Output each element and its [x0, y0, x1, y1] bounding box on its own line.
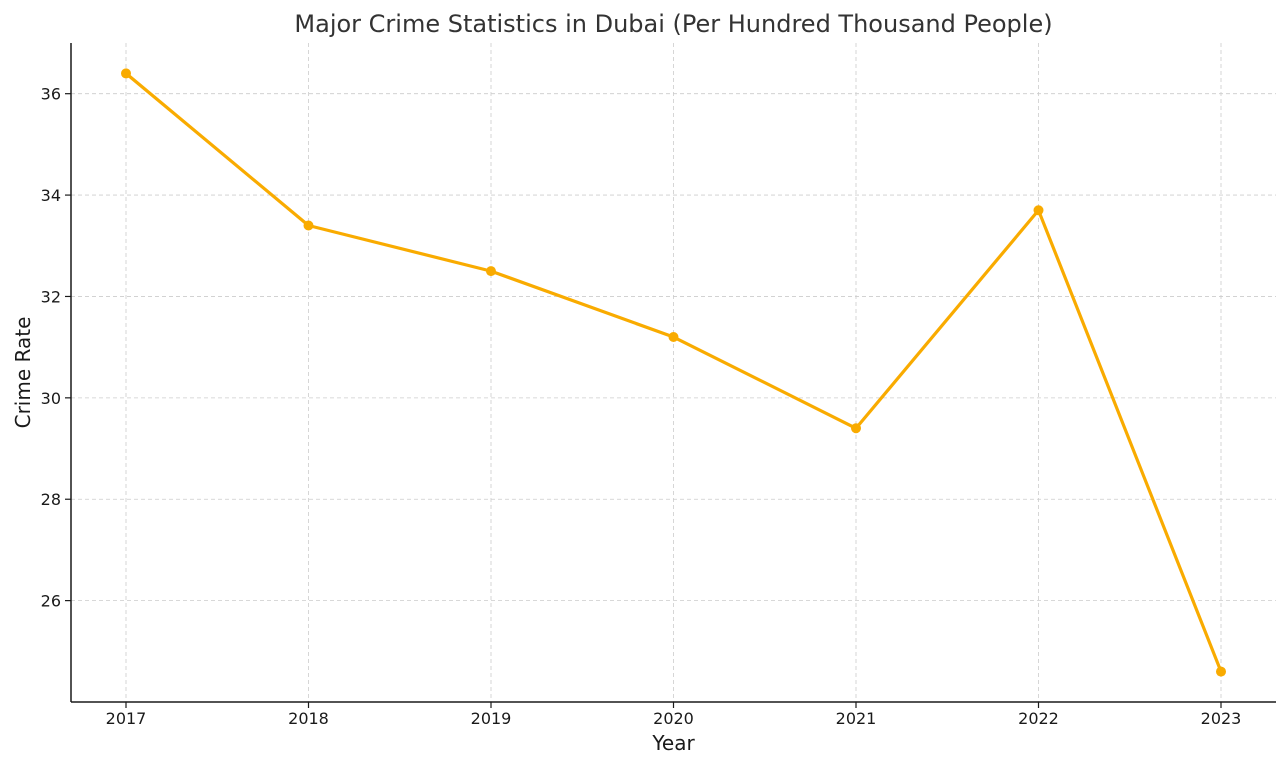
- data-point-marker: [1033, 205, 1044, 216]
- data-point-marker: [668, 332, 679, 343]
- y-axis-ticks: 26 28 30 32 34 36: [41, 85, 71, 611]
- x-axis-label: Year: [651, 731, 695, 755]
- y-tick-label: 32: [41, 287, 61, 306]
- data-point-marker: [1216, 666, 1226, 677]
- y-tick-label: 30: [41, 389, 61, 408]
- x-tick-label: 2020: [653, 709, 694, 728]
- chart-title: Major Crime Statistics in Dubai (Per Hun…: [294, 10, 1052, 38]
- y-tick-label: 28: [41, 490, 61, 509]
- y-axis-label: Crime Rate: [11, 317, 35, 429]
- x-axis-ticks: 2017 2018 2019 2020 2021 2022 2023: [106, 702, 1242, 728]
- data-point-marker: [486, 266, 496, 277]
- x-tick-label: 2018: [288, 709, 329, 728]
- y-tick-label: 36: [41, 85, 61, 104]
- x-tick-label: 2017: [106, 709, 147, 728]
- data-point-marker: [303, 220, 314, 231]
- y-tick-label: 26: [41, 592, 61, 611]
- series-group: [121, 68, 1226, 677]
- x-tick-label: 2023: [1201, 709, 1242, 728]
- grid: [71, 43, 1276, 702]
- x-tick-label: 2019: [471, 709, 512, 728]
- x-tick-label: 2021: [836, 709, 877, 728]
- y-tick-label: 34: [41, 186, 61, 205]
- x-tick-label: 2022: [1018, 709, 1059, 728]
- data-point-marker: [121, 68, 131, 79]
- data-point-marker: [851, 423, 861, 434]
